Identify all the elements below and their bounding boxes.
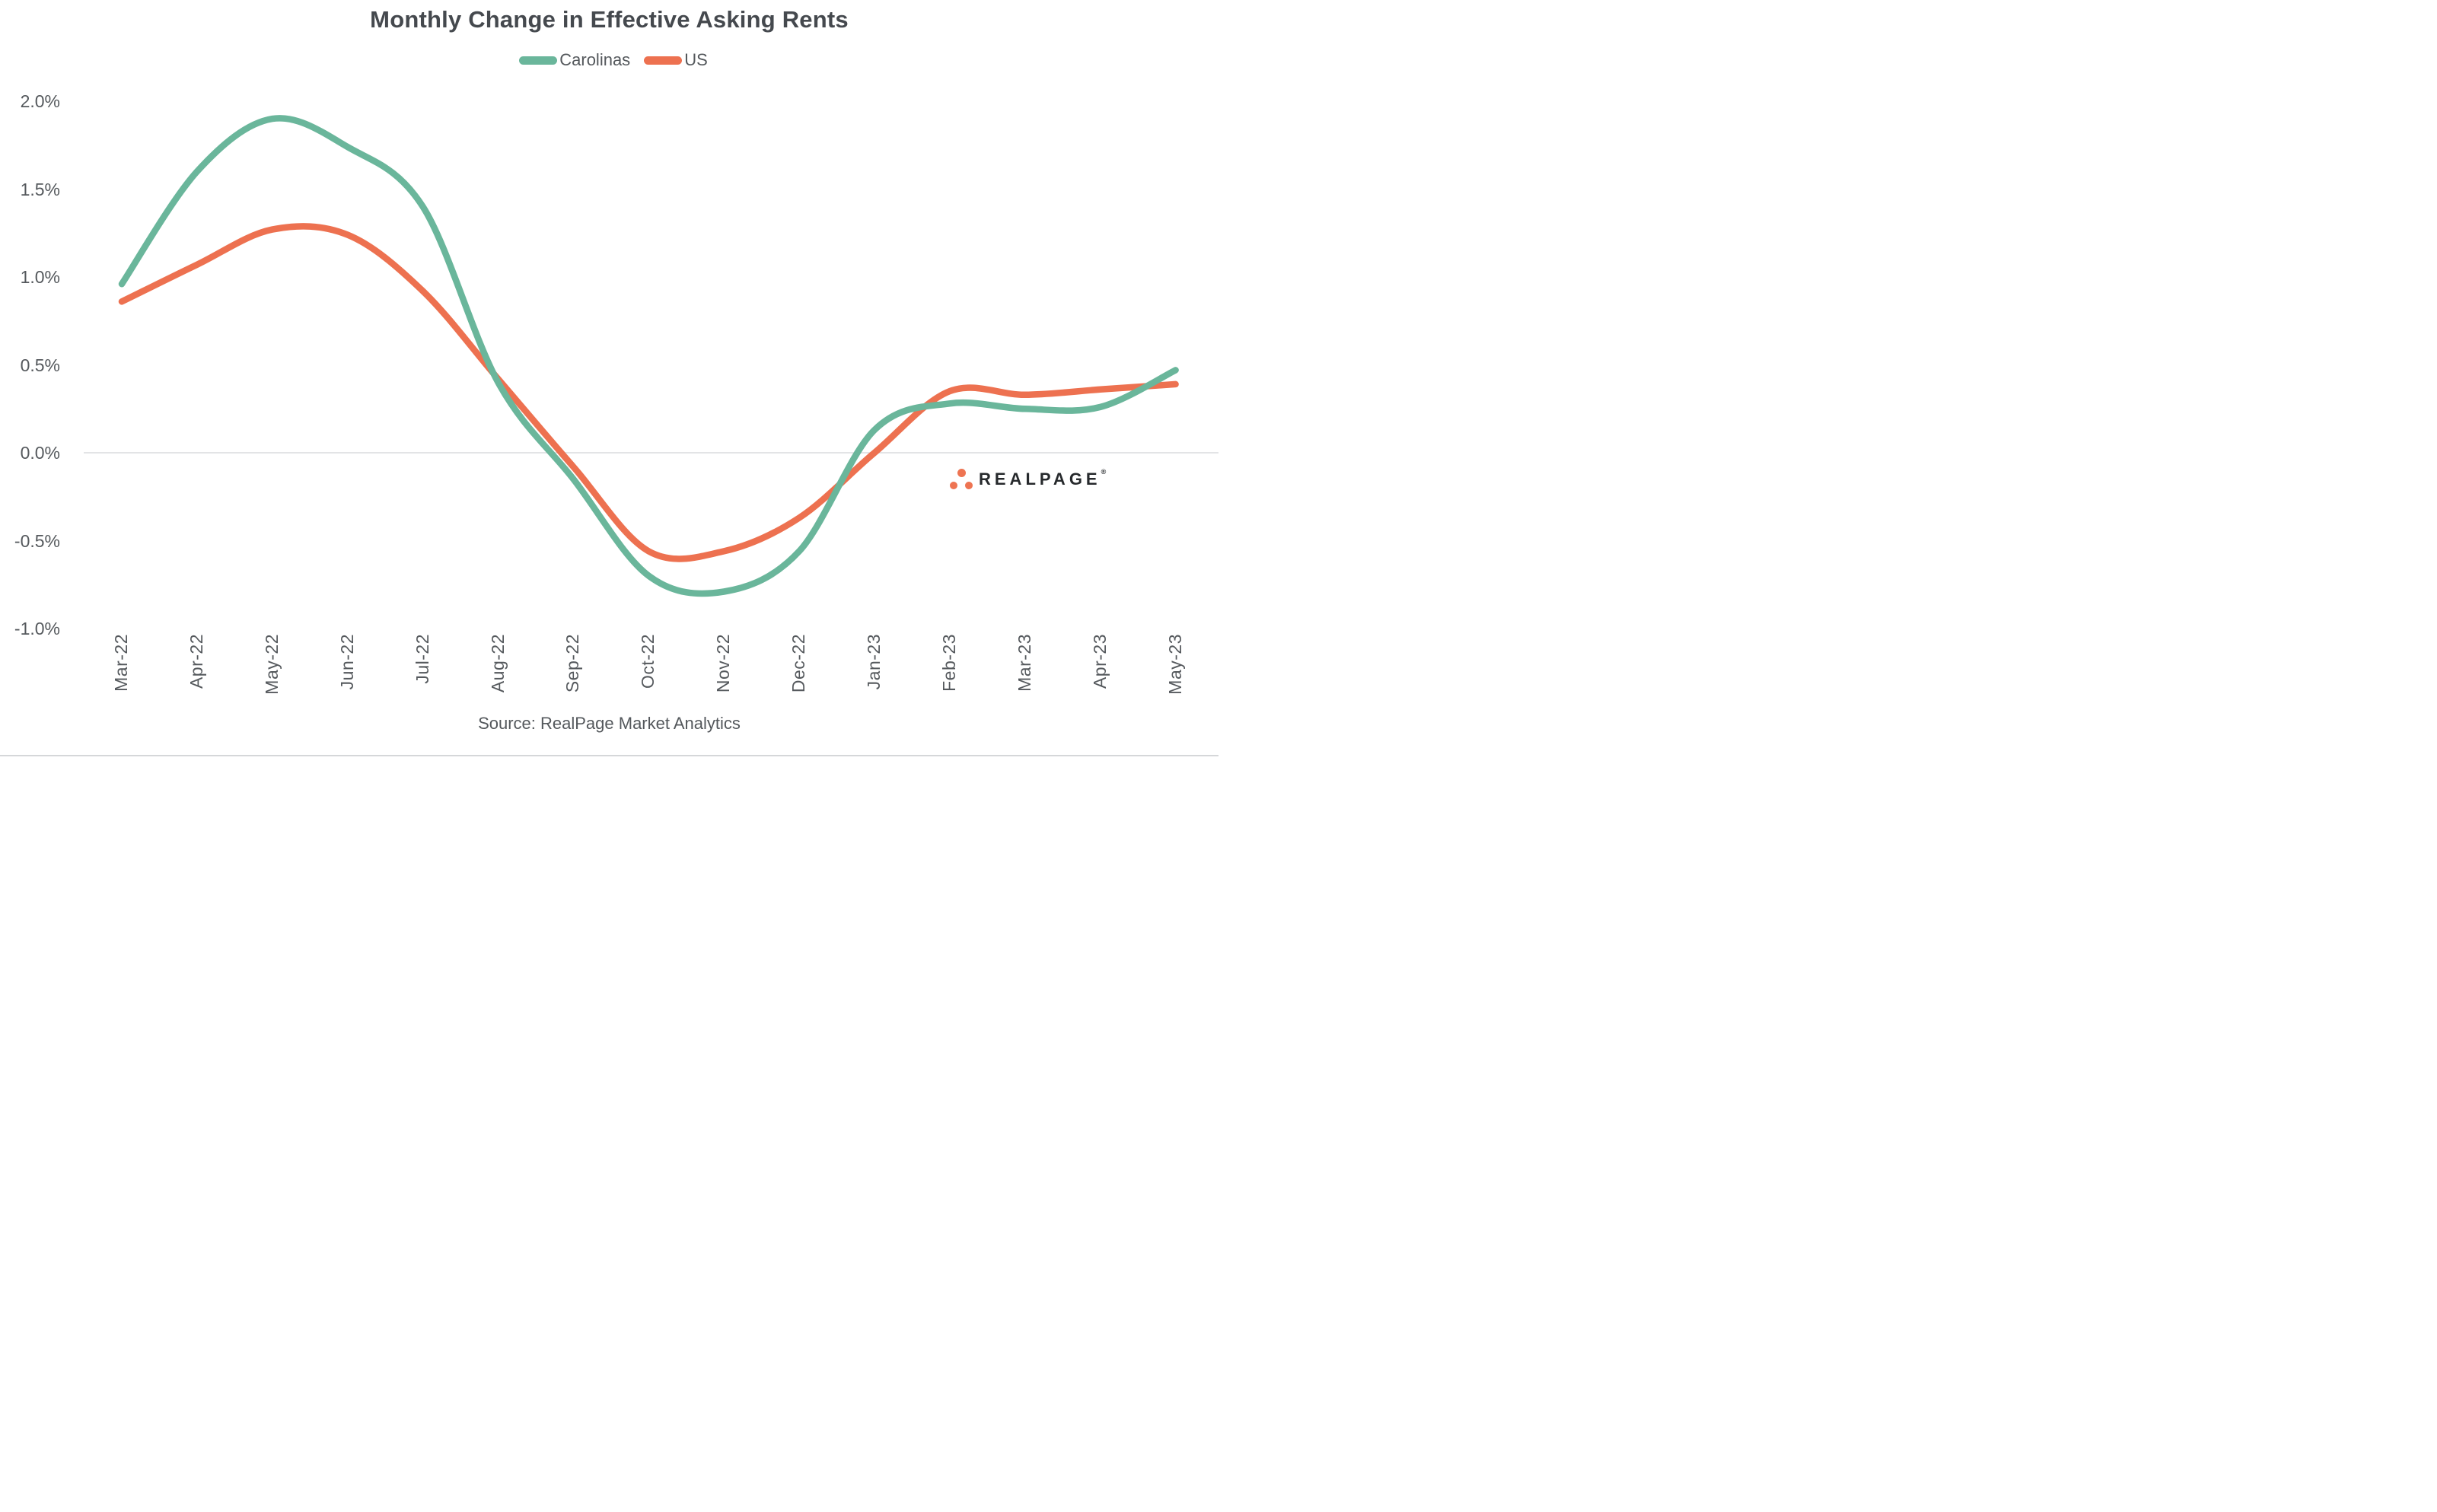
logo-dot-icon	[957, 469, 966, 477]
y-tick-label: 0.0%	[20, 443, 60, 463]
x-tick-label: Apr-22	[186, 634, 206, 689]
y-tick-label: 0.5%	[20, 355, 60, 375]
legend-item-us: US	[644, 50, 708, 70]
y-tick-label: -1.0%	[14, 619, 60, 638]
legend: Carolinas US	[0, 50, 1218, 70]
y-tick-label: -0.5%	[14, 530, 60, 551]
legend-swatch-icon	[519, 56, 558, 65]
legend-item-carolinas: Carolinas	[519, 50, 630, 70]
x-tick-label: Mar-23	[1014, 634, 1034, 692]
x-tick-label: Aug-22	[487, 634, 508, 693]
legend-label: US	[684, 50, 708, 69]
legend-label: Carolinas	[559, 50, 631, 69]
bottom-divider	[0, 755, 1218, 756]
x-tick-label: Jun-22	[336, 634, 357, 690]
x-tick-label: Nov-22	[713, 634, 734, 693]
x-tick-label: Oct-22	[638, 634, 658, 689]
x-tick-label: May-22	[261, 634, 282, 695]
logo-wordmark: REALPAGE®	[979, 468, 1107, 489]
series-line-us	[118, 223, 1179, 562]
x-tick-label: Feb-23	[938, 634, 959, 692]
source-note: Source: RealPage Market Analytics	[478, 714, 741, 733]
x-tick-label: Jan-23	[864, 634, 884, 690]
series-line-carolinas	[118, 115, 1179, 597]
x-tick-label: Sep-22	[562, 634, 583, 693]
legend-swatch-icon	[644, 56, 683, 65]
realpage-logo: REALPAGE®	[948, 466, 1123, 499]
line-plot	[84, 115, 1218, 597]
x-tick-label: Dec-22	[788, 634, 809, 693]
x-tick-label: May-23	[1164, 634, 1185, 695]
logo-dot-icon	[950, 482, 957, 489]
chart-canvas: Monthly Change in Effective Asking Rents…	[0, 0, 1218, 756]
x-tick-label: Jul-22	[412, 634, 432, 684]
registered-mark: ®	[1101, 468, 1107, 476]
x-tick-label: Apr-23	[1089, 634, 1110, 689]
y-tick-label: 2.0%	[20, 91, 60, 111]
y-tick-label: 1.0%	[20, 267, 60, 287]
chart-title: Monthly Change in Effective Asking Rents	[370, 6, 849, 33]
x-tick-label: Mar-22	[111, 634, 131, 692]
logo-dot-icon	[965, 482, 973, 489]
y-tick-label: 1.5%	[20, 179, 60, 199]
